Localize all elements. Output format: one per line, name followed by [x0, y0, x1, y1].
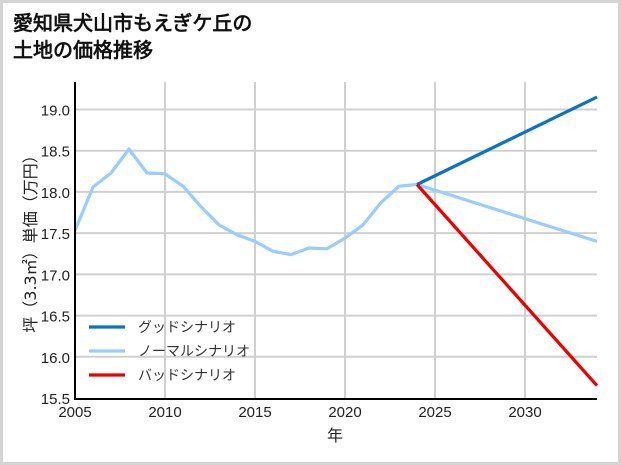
y-tick-label: 15.5 — [41, 391, 70, 408]
x-tick-label: 2015 — [238, 404, 271, 421]
axes — [74, 82, 597, 400]
x-tick-label: 2025 — [418, 404, 451, 421]
y-tick-label: 17.0 — [41, 267, 70, 284]
y-tick-label: 18.5 — [41, 144, 70, 161]
y-tick-label: 19.0 — [41, 103, 70, 120]
x-tick-label: 2030 — [508, 404, 541, 421]
y-tick-labels: 19.0 18.5 18.0 17.5 17.0 16.5 16.0 15.5 — [41, 103, 70, 409]
series-line — [416, 95, 598, 186]
legend-label: グッドシナリオ — [138, 320, 236, 336]
x-axis-label: 年 — [327, 426, 343, 445]
gridlines — [75, 82, 597, 399]
y-axis-label: 坪（3.3㎡）単価（万円） — [21, 147, 40, 332]
x-tick-labels: 2005 2010 2015 2020 2025 2030 — [58, 404, 541, 421]
chart-title-line2: 土地の価格推移 — [13, 38, 153, 62]
chart-title-line1: 愛知県犬山市もえぎケ丘の — [13, 11, 253, 35]
y-tick-label: 16.5 — [41, 309, 70, 326]
y-tick-label: 17.5 — [41, 226, 70, 243]
series-line — [73, 147, 598, 257]
legend-label: バッドシナリオ — [138, 368, 236, 384]
series-line — [415, 183, 599, 387]
y-tick-label: 16.0 — [41, 350, 70, 367]
x-tick-label: 2005 — [58, 404, 91, 421]
y-tick-label: 18.0 — [41, 185, 70, 202]
x-tick-label: 2010 — [148, 404, 181, 421]
x-tick-label: 2020 — [328, 404, 361, 421]
chart-title: 愛知県犬山市もえぎケ丘の 土地の価格推移 — [13, 10, 252, 64]
plot-series — [73, 95, 599, 387]
legend-label: ノーマルシナリオ — [138, 344, 250, 360]
